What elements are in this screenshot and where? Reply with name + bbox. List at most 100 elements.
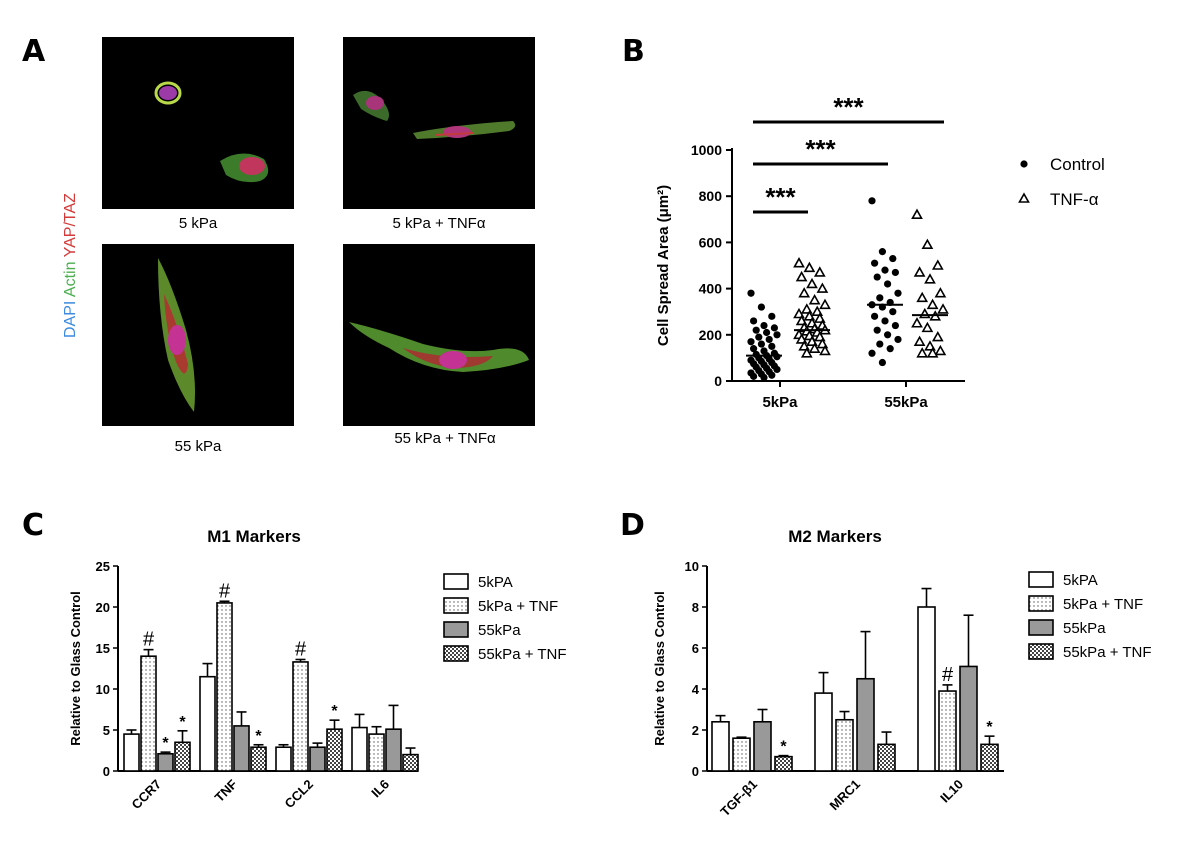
data-point-triangle — [911, 317, 923, 328]
significance-mark: # — [143, 629, 155, 651]
data-point-triangle — [816, 282, 829, 293]
data-point-circle — [871, 312, 879, 320]
data-point-circle — [768, 342, 776, 350]
data-point-circle — [881, 317, 889, 325]
data-point-circle — [750, 345, 758, 353]
bar — [140, 655, 157, 772]
y-axis-label: Relative to Glass Control — [68, 591, 83, 746]
y-tick-label: 4 — [692, 682, 700, 697]
data-point-circle — [760, 373, 768, 382]
significance-mark: * — [780, 739, 787, 756]
data-point-circle — [889, 308, 897, 316]
data-point-triangle — [926, 298, 939, 310]
panel-letter-c: C — [22, 508, 45, 543]
data-point-triangle — [798, 287, 811, 298]
data-point-circle — [889, 254, 897, 263]
significance-label: *** — [765, 182, 796, 212]
data-point-circle — [747, 289, 755, 297]
legend-marker-control — [1020, 160, 1028, 168]
bar — [351, 726, 368, 772]
data-point-circle — [750, 372, 758, 380]
legend-label: 55kPa + TNF — [478, 646, 567, 663]
significance-mark: * — [162, 735, 169, 752]
micrograph-55kpa-tnf — [343, 244, 535, 426]
data-point-circle — [868, 349, 876, 357]
data-point-triangle — [934, 344, 947, 356]
y-tick-label: 6 — [692, 641, 699, 656]
y-tick-label: 800 — [699, 188, 723, 204]
significance-mark: # — [942, 664, 954, 686]
data-point-circle — [757, 303, 766, 311]
y-axis-label: Relative to Glass Control — [652, 591, 667, 746]
data-point-triangle — [916, 291, 929, 303]
legend-swatch — [1028, 619, 1054, 636]
bar — [368, 733, 385, 772]
data-point-circle — [891, 268, 900, 277]
data-point-circle — [868, 197, 876, 205]
legend-marker-tnf — [1018, 192, 1030, 203]
data-point-circle — [773, 331, 781, 339]
data-point-circle — [768, 312, 776, 320]
data-point-triangle — [921, 321, 934, 333]
y-tick-label: 10 — [685, 559, 699, 574]
data-point-circle — [763, 328, 771, 337]
bar — [980, 743, 999, 772]
cell-image-5kpa — [154, 81, 269, 183]
data-point-circle — [765, 335, 773, 344]
y-tick-label: 25 — [96, 559, 110, 574]
cell-image-55kpa — [158, 258, 195, 412]
bar — [753, 720, 772, 772]
data-point-triangle — [911, 208, 923, 219]
data-point-triangle — [916, 347, 929, 358]
legend-swatch — [443, 597, 469, 614]
legend-swatch — [1028, 595, 1054, 612]
data-point-triangle — [806, 277, 818, 289]
bar — [123, 733, 140, 772]
significance-label: *** — [805, 134, 836, 164]
bar — [292, 661, 309, 772]
legend-label: 55kPa — [1063, 620, 1106, 637]
data-point-circle — [894, 335, 902, 344]
x-tick-label: TGF-β1 — [717, 777, 760, 820]
data-point-triangle — [793, 257, 805, 268]
bar — [199, 675, 216, 772]
y-tick-label: 10 — [96, 682, 110, 697]
data-point-triangle — [913, 266, 926, 277]
micrograph-label-5kpa: 5 kPa — [178, 215, 218, 232]
bar — [732, 737, 751, 772]
y-tick-label: 200 — [699, 327, 723, 343]
legend-swatch — [443, 621, 469, 638]
data-point-triangle — [934, 287, 947, 298]
x-tick-label: 5kPa — [762, 394, 798, 411]
data-point-circle — [750, 317, 758, 325]
data-point-triangle — [808, 342, 821, 353]
bar — [814, 692, 833, 772]
significance-mark: * — [179, 714, 186, 731]
data-point-circle — [876, 294, 884, 302]
y-tick-label: 400 — [699, 281, 723, 297]
legend-swatch — [443, 645, 469, 662]
bar — [959, 665, 978, 772]
data-point-circle — [881, 266, 889, 274]
legend-label: 5kPA — [478, 574, 513, 591]
x-tick-label: MRC1 — [826, 777, 863, 814]
data-point-circle — [760, 321, 768, 330]
bar — [385, 728, 402, 772]
micrograph-label-55kpa: 55 kPa — [174, 438, 222, 455]
data-point-circle — [884, 331, 892, 339]
data-point-triangle — [924, 273, 936, 284]
micrograph-55kpa — [102, 244, 294, 426]
legend-swatch — [443, 573, 469, 590]
data-point-triangle — [803, 261, 816, 273]
legend-label: 5kPA — [1063, 572, 1098, 589]
bar — [711, 720, 730, 772]
data-point-triangle — [937, 303, 949, 314]
data-point-circle — [755, 333, 763, 341]
panel-letter-d: D — [620, 508, 645, 543]
significance-mark: * — [255, 728, 262, 745]
data-point-circle — [873, 273, 881, 281]
y-tick-label: 0 — [714, 373, 722, 389]
data-point-triangle — [931, 330, 944, 342]
